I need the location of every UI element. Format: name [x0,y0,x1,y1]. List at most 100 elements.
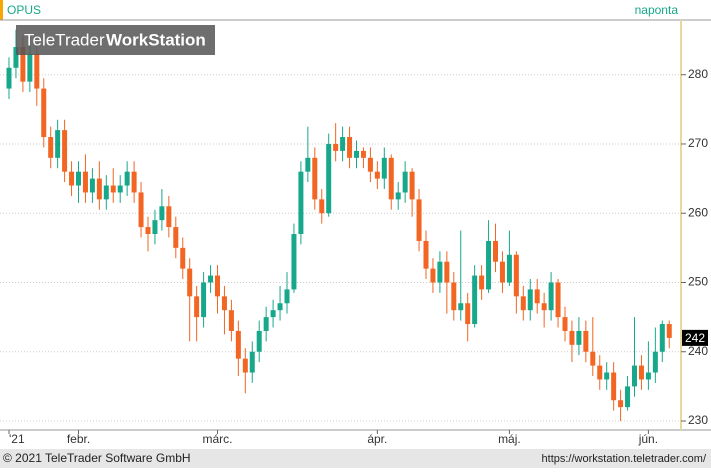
candle-body [159,206,165,221]
candle-body [333,143,339,151]
candle-body [506,254,512,283]
candle-body [208,275,214,283]
last-price-label: 242 [685,331,705,345]
y-tick-label: 260 [688,205,708,219]
candle-body [235,330,241,359]
candle-body [270,310,276,318]
copyright: © 2021 TeleTrader Software GmbH [3,451,191,465]
candle-body [62,130,68,172]
candle-body [381,157,387,179]
candle-body [6,67,12,89]
candle-body [187,268,193,297]
candle-body [326,143,332,214]
candle-body [437,261,443,283]
candle-body [48,137,54,158]
candle-body [465,303,471,325]
candle-body [638,365,644,380]
candle-body [611,372,617,401]
candle-body [131,171,137,193]
candle-body [444,261,450,283]
footer-bar [0,449,711,468]
candle-body [298,171,304,235]
candle-body [576,330,582,345]
candle-body [152,220,158,235]
candle-body [249,351,255,373]
y-tick-label: 250 [688,275,708,289]
candle-body [69,171,75,186]
y-tick-label: 280 [688,67,708,81]
candle-body [632,365,637,387]
candle-body [652,351,658,373]
watermark-box [16,25,215,55]
candle-body [277,303,283,311]
y-tick-label: 230 [688,413,708,427]
candle-body [215,275,220,297]
candle-body [82,171,88,193]
candle-body [221,296,227,311]
candle-body [625,386,631,408]
candle-body [41,88,47,138]
candle-body [124,171,130,186]
candle-body [569,330,575,345]
candle-body [145,227,151,235]
candle-body [55,130,61,158]
candle-body [541,303,547,311]
candle-body [423,240,429,269]
candle-body [374,171,380,179]
candle-body [597,365,603,380]
last-price-box [682,329,708,346]
candle-body [548,282,554,311]
x-tick-label: márc. [203,432,233,446]
candle-body [263,317,269,331]
candle-body [319,199,325,214]
candle-body [493,240,498,262]
candle-body [347,137,353,158]
candle-body [534,289,540,304]
candle-body [388,157,394,200]
candle-body [618,400,624,408]
candle-body [499,261,505,283]
candle-body [583,330,589,352]
candle-body [291,234,297,290]
candle-body [416,199,422,241]
candle-body [430,268,436,283]
candle-body [604,372,610,380]
x-tick-label: febr. [67,432,90,446]
candle-body [527,289,533,311]
candle-body [395,192,401,200]
candle-body [458,303,464,311]
candle-body [180,247,186,269]
candle-body [513,254,519,297]
watermark-text-bold: WorkStation [106,30,206,49]
candle-body [590,351,596,366]
candle-body [256,330,262,352]
candle-body [402,171,408,193]
x-tick-label: jún. [638,432,658,446]
candle-body [472,275,478,325]
symbol-marker [0,0,3,20]
candle-body [284,289,290,304]
candle-body [555,282,561,318]
url: https://workstation.teletrader.com/ [542,453,707,465]
candle-body [520,296,526,311]
candle-body [76,171,81,186]
candle-body [89,178,95,193]
candle-body [96,178,102,200]
candle-body [201,282,207,318]
candle-body [138,192,144,228]
candle-body [312,157,318,200]
plot-area [0,29,681,422]
candle-body [645,372,651,380]
candle-body [103,185,109,200]
candle-body [451,282,457,311]
candle-body [486,240,492,290]
watermark-text: TeleTrader [24,30,105,49]
candle-body [340,137,346,151]
x-tick-label: máj. [498,432,521,446]
candle-body [194,296,200,318]
candle-body [13,47,19,68]
x-tick-label: '21 [9,432,25,446]
candle-body [166,206,172,228]
